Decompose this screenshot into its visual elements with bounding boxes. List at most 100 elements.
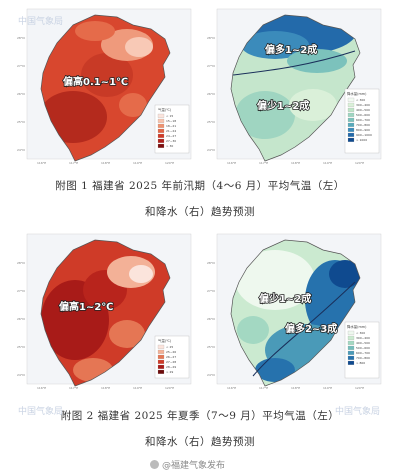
lat-tick: 25°N [207,345,215,349]
lon-tick: 120°E [165,161,174,165]
figure-1-caption-line2: 和降水（右）趋势预测 [145,206,255,218]
lat-tick: 28°N [17,36,25,40]
legend-swatch [347,137,355,142]
lat-tick: 25°N [207,120,215,124]
legend-swatch [347,117,355,122]
map-precipitation-summer: 28°N 27°N 26°N 25°N 24°N 116°E 117°E 118… [205,230,385,390]
legend-swatch [347,122,355,127]
legend-swatch [347,330,355,335]
lon-tick: 117°E [69,386,78,390]
legend-label: 600~700 [356,118,370,122]
legend-swatch [157,128,165,133]
map-precipitation-spring: 28°N 27°N 26°N 25°N 24°N 116°E 117°E 118… [205,5,385,165]
lat-tick: 26°N [207,92,215,96]
legend-swatch [347,132,355,137]
lat-tick: 24°N [207,148,215,152]
lat-tick: 28°N [17,261,25,265]
legend-swatch [157,369,165,374]
legend-swatch [347,127,355,132]
temp-annotation: 偏高0.1~1℃ [63,75,128,88]
legend-swatch [157,349,165,354]
watermark-logo: 中国气象局 [18,17,64,27]
lat-tick: 26°N [17,92,25,96]
lon-tick: 119°E [323,161,332,165]
precip-legend: 降水量(mm) < 300300~400400~500500~600600~70… [344,321,380,379]
legend-label: 400~500 [356,341,370,345]
legend-label: 15~18 [166,119,176,123]
map-temperature-spring: 28°N 27°N 26°N 25°N 24°N 116°E 117°E 118… [15,5,195,165]
legend-swatch [157,138,165,143]
legend-swatch [347,102,355,107]
legend-swatch [157,354,165,359]
lon-tick: 118°E [101,161,110,165]
lon-tick: 120°E [355,386,364,390]
legend-label: 500~600 [356,113,370,117]
legend-swatch [157,118,165,123]
legend-label: 25~26 [166,350,176,354]
legend-swatch [347,355,355,360]
legend-label: < 300 [356,331,365,335]
legend-label: 900~1000 [356,133,372,137]
lon-tick: 119°E [323,386,332,390]
legend-label: 21~24 [166,129,176,133]
legend-label: > 29 [166,370,173,374]
legend-swatch [347,340,355,345]
precip-annotation-north: 偏少1~2成 [259,292,311,305]
lat-tick: 25°N [17,120,25,124]
legend-label: 300~400 [356,336,370,340]
svg-text:降水量(mm): 降水量(mm) [347,324,367,329]
legend-label: 700~800 [356,356,370,360]
lon-tick: 116°E [37,386,46,390]
lon-tick: 118°E [291,386,300,390]
legend-label: 500~600 [356,346,370,350]
lat-tick: 26°N [17,317,25,321]
legend-swatch [347,335,355,340]
lat-tick: 24°N [17,373,25,377]
legend-label: 27~30 [166,139,176,143]
lat-tick: 26°N [207,317,215,321]
lat-tick: 24°N [207,373,215,377]
legend-swatch [157,364,165,369]
watermark-logo: 中国气象局 [335,407,381,417]
lat-tick: 27°N [207,289,215,293]
lat-tick: 28°N [207,261,215,265]
legend-label: 26~27 [166,355,176,359]
source-credit: @福建气象发布 [150,458,225,471]
legend-swatch [157,143,165,148]
lon-tick: 116°E [227,386,236,390]
legend-label: > 1000 [356,138,367,142]
legend-swatch [157,133,165,138]
weibo-icon [150,460,159,469]
legend-swatch [347,112,355,117]
legend-label: 300~400 [356,103,370,107]
legend-swatch [347,350,355,355]
legend-swatch [347,360,355,365]
legend-label: 24~27 [166,134,176,138]
legend-label: 27~28 [166,360,176,364]
source-label: @福建气象发布 [162,461,226,471]
legend-label: < 25 [166,345,173,349]
precip-legend: 降水量(mm) < 300300~400400~500500~600600~70… [344,88,380,154]
lat-tick: 27°N [17,64,25,68]
legend-label: 28~29 [166,365,176,369]
legend-label: 600~700 [356,351,370,355]
figure-2-caption-line1: 附图 2 福建省 2025 年夏季（7～9 月）平均气温（左） [60,410,340,422]
legend-swatch [347,345,355,350]
svg-text:气温(℃): 气温(℃) [158,107,172,112]
legend-label: > 800 [356,361,365,365]
lon-tick: 117°E [259,161,268,165]
watermark-logo: 中国气象局 [18,407,64,417]
lat-tick: 24°N [17,148,25,152]
legend-swatch [157,344,165,349]
figure-2-caption-line2: 和降水（右）趋势预测 [145,436,255,448]
precip-annotation-south: 偏少1~2成 [257,99,309,112]
lat-tick: 27°N [17,289,25,293]
legend-label: < 300 [356,98,365,102]
lon-tick: 118°E [101,386,110,390]
legend-label: 400~500 [356,108,370,112]
lon-tick: 116°E [37,161,46,165]
legend-label: 700~800 [356,123,370,127]
figure-1-caption-line1: 附图 1 福建省 2025 年前汛期（4～6 月）平均气温（左） [55,180,345,192]
